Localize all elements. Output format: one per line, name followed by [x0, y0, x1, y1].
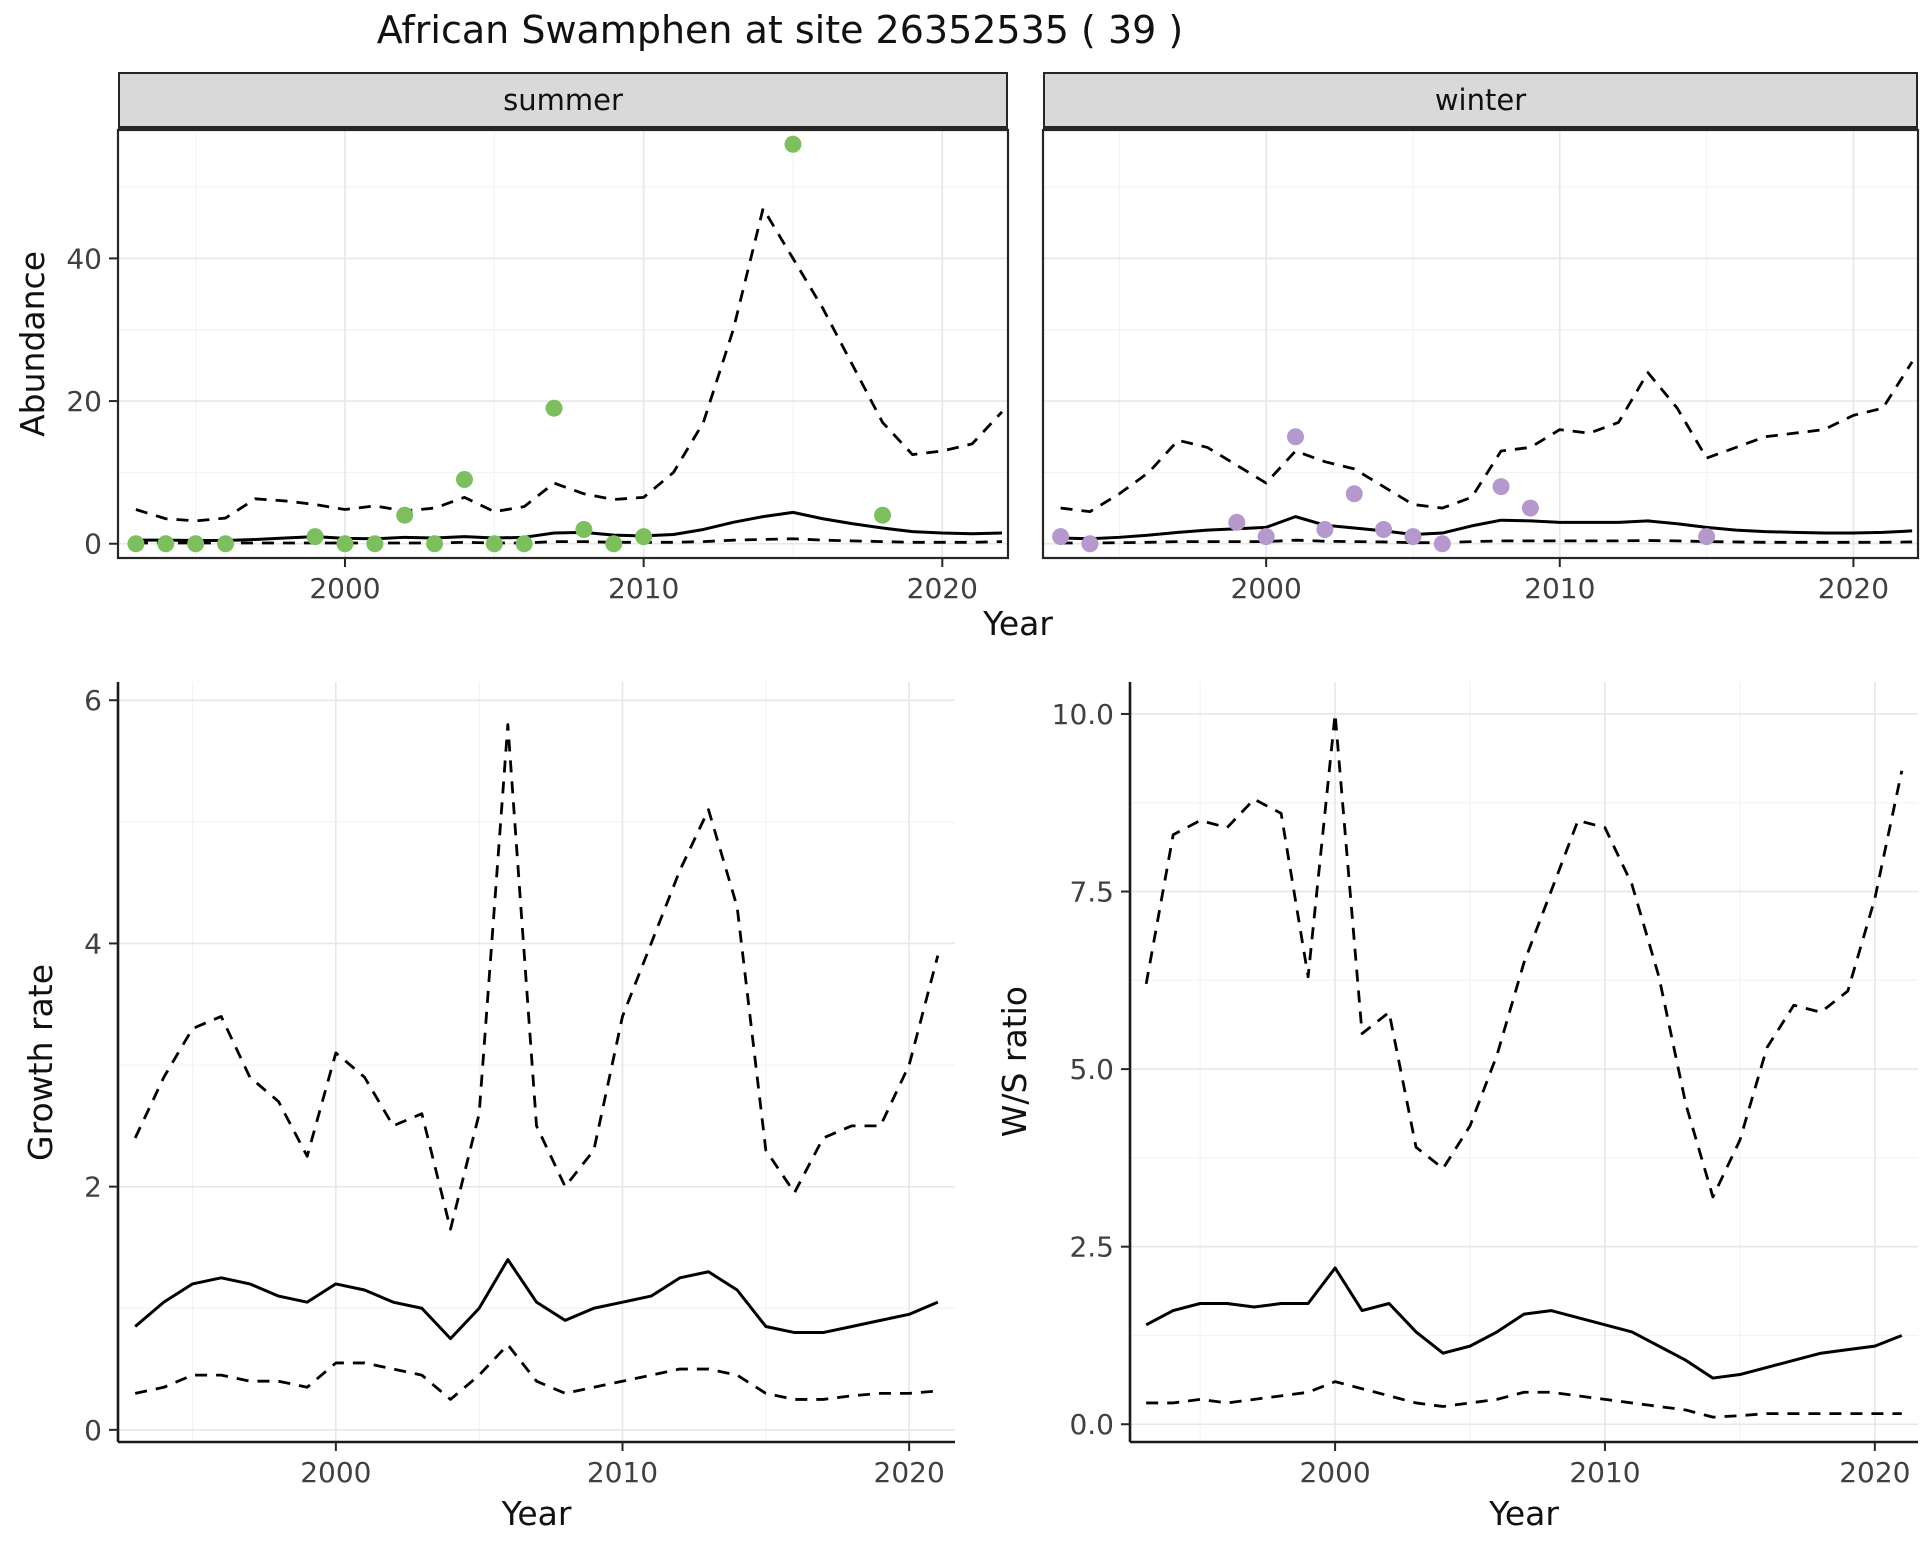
winter-chart: 2000 2010 2020	[1041, 128, 1920, 605]
y-tick-label: 10.0	[1052, 698, 1114, 731]
panel-background	[118, 130, 1008, 558]
data-point	[635, 528, 653, 546]
data-point	[306, 528, 324, 546]
data-point	[426, 535, 444, 553]
data-point	[127, 535, 145, 553]
x-tick-label: 2000	[300, 1456, 371, 1489]
fit-line	[134, 1258, 939, 1341]
facet-strip-winter-label: winter	[1434, 83, 1527, 117]
data-point	[1345, 485, 1363, 503]
data-point	[1316, 520, 1334, 538]
data-point	[1257, 528, 1275, 546]
data-point	[396, 506, 414, 524]
x-tick-label: 2000	[309, 572, 380, 605]
x-tick-label: 2020	[907, 572, 978, 605]
data-point	[1228, 513, 1246, 531]
ci-lower-line	[1060, 538, 1913, 545]
data-point	[1375, 520, 1393, 538]
y-tick-label: 6	[84, 684, 102, 717]
panel-border	[116, 128, 1010, 560]
facet-strip-winter: winter	[1043, 72, 1918, 130]
y-axis-title-ws-ratio: W/S ratio	[992, 682, 1036, 1442]
y-tick-label: 7.5	[1069, 876, 1114, 909]
data-point	[1492, 478, 1510, 496]
ci-lower-line	[1146, 1380, 1902, 1419]
data-point	[1081, 535, 1099, 553]
y-tick-label: 20	[66, 385, 102, 418]
data-point	[1433, 535, 1451, 553]
y-tick-label: 40	[66, 242, 102, 275]
y-tick-label: 2.5	[1069, 1231, 1114, 1264]
y-tick-label: 0	[84, 528, 102, 561]
ws-chart: 2000 2010 2020 0.0 2.5 5.0 7.5 10.0	[1052, 682, 1918, 1489]
data-point	[575, 520, 593, 538]
data-point	[157, 535, 175, 553]
data-point	[366, 535, 384, 553]
fit-line	[135, 510, 1003, 543]
data-point	[874, 506, 892, 524]
ci-upper-line	[135, 207, 1004, 523]
y-tick-label: 2	[84, 1171, 102, 1204]
ci-lower-line	[134, 1343, 938, 1401]
data-point	[187, 535, 205, 553]
x-axis-title-year-growth: Year	[501, 1494, 572, 1533]
summer-chart: 2000 2010 2020 0 20 40	[66, 128, 1010, 605]
ci-upper-line	[1144, 712, 1904, 1199]
abundance-label: Abundance	[12, 251, 52, 437]
ws-ratio-label: W/S ratio	[994, 986, 1034, 1138]
x-tick-label: 2010	[608, 572, 679, 605]
data-point	[485, 535, 503, 553]
y-tick-label: 0	[84, 1414, 102, 1447]
page-title: African Swamphen at site 26352535 ( 39 )	[376, 8, 1184, 52]
data-point	[545, 399, 563, 417]
x-tick-label: 2020	[874, 1456, 945, 1489]
fit-line	[1145, 1266, 1903, 1380]
data-point	[1287, 428, 1305, 446]
panel-background	[1130, 682, 1918, 1442]
x-axis-title-year-ws: Year	[1489, 1494, 1559, 1533]
fit-line	[1060, 515, 1913, 541]
y-axis-title-abundance: Abundance	[10, 130, 54, 558]
data-point	[1404, 528, 1422, 546]
x-tick-label: 2010	[1524, 572, 1595, 605]
data-point	[1698, 528, 1716, 546]
x-tick-label: 2020	[1818, 572, 1889, 605]
data-point	[455, 471, 473, 489]
growth-rate-label: Growth rate	[20, 963, 60, 1161]
x-tick-label: 2000	[1231, 572, 1302, 605]
data-point	[1521, 499, 1539, 517]
panel-background	[1043, 130, 1918, 558]
y-tick-label: 0.0	[1069, 1408, 1114, 1441]
ci-lower-line	[135, 537, 1003, 545]
data-point	[515, 535, 533, 553]
ci-upper-line	[133, 723, 940, 1231]
data-point	[605, 535, 623, 553]
x-axis-title-year-top: Year	[983, 604, 1053, 643]
panel-border	[1041, 128, 1920, 560]
y-tick-label: 4	[84, 927, 102, 960]
x-tick-label: 2010	[587, 1456, 658, 1489]
x-tick-label: 2020	[1839, 1456, 1910, 1489]
panel-background	[118, 682, 955, 1442]
data-point	[217, 535, 235, 553]
y-tick-label: 5.0	[1069, 1053, 1114, 1086]
ci-upper-line	[1060, 361, 1914, 514]
facet-strip-summer: summer	[118, 72, 1008, 130]
data-point	[336, 535, 354, 553]
data-point	[1052, 528, 1070, 546]
data-point	[784, 135, 802, 153]
growth-chart: 2000 2010 2020 0 2 4 6	[84, 682, 955, 1489]
y-axis-title-growth-rate: Growth rate	[18, 682, 62, 1442]
facet-strip-summer-label: summer	[503, 83, 623, 117]
x-tick-label: 2000	[1299, 1456, 1370, 1489]
x-tick-label: 2010	[1569, 1456, 1640, 1489]
